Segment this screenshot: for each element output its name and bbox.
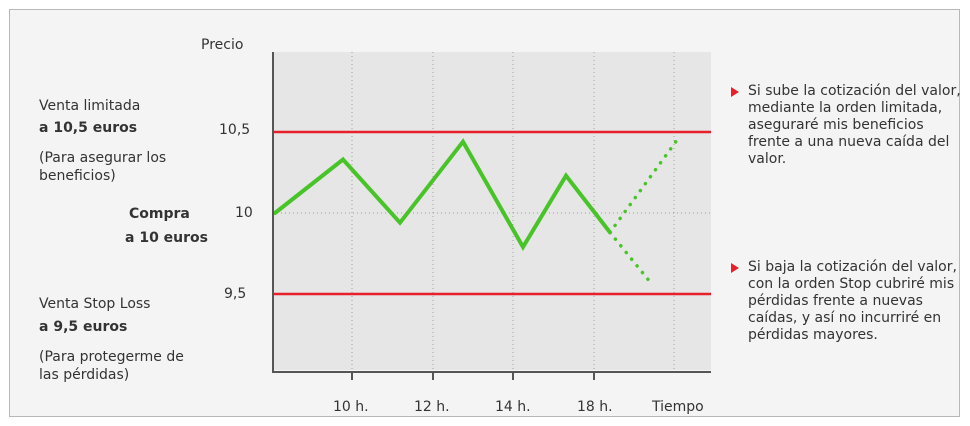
projection-line-up bbox=[608, 138, 679, 235]
compra-price: a 10 euros bbox=[125, 230, 208, 246]
stop-loss-note: (Para protegerme de bbox=[39, 349, 184, 365]
price-line bbox=[273, 138, 612, 251]
venta-limitada-label: Venta limitada bbox=[39, 98, 141, 114]
stop-loss-label: Venta Stop Loss bbox=[39, 296, 151, 312]
x-axis-title: Tiempo bbox=[652, 399, 704, 415]
stop-loss-price: a 9,5 euros bbox=[39, 319, 128, 335]
y-tick-label: 9,5 bbox=[224, 286, 247, 302]
stop-loss-note: las pérdidas) bbox=[39, 367, 130, 383]
y-tick-label: 10 bbox=[235, 205, 253, 221]
venta-limitada-note: (Para asegurar los bbox=[39, 150, 167, 166]
y-axis-title: Precio bbox=[201, 37, 244, 53]
venta-limitada-price: a 10,5 euros bbox=[39, 120, 138, 136]
x-tick-label: 10 h. bbox=[333, 399, 369, 415]
bullet-arrow-icon bbox=[731, 263, 739, 273]
y-tick-label: 10,5 bbox=[219, 122, 251, 138]
venta-limitada-note: beneficios) bbox=[39, 168, 116, 184]
x-tick-label: 14 h. bbox=[495, 399, 531, 415]
note-down: Si baja la cotización del valor, con la … bbox=[748, 259, 957, 343]
bullet-arrow-icon bbox=[731, 87, 739, 97]
x-tick-label: 12 h. bbox=[414, 399, 450, 415]
plot-area bbox=[273, 52, 711, 370]
x-tick-label: 18 h. bbox=[577, 399, 613, 415]
projection-line-down bbox=[608, 230, 654, 287]
note-up: Si sube la cotización del valor, mediant… bbox=[748, 83, 961, 167]
compra-label: Compra bbox=[129, 206, 190, 222]
